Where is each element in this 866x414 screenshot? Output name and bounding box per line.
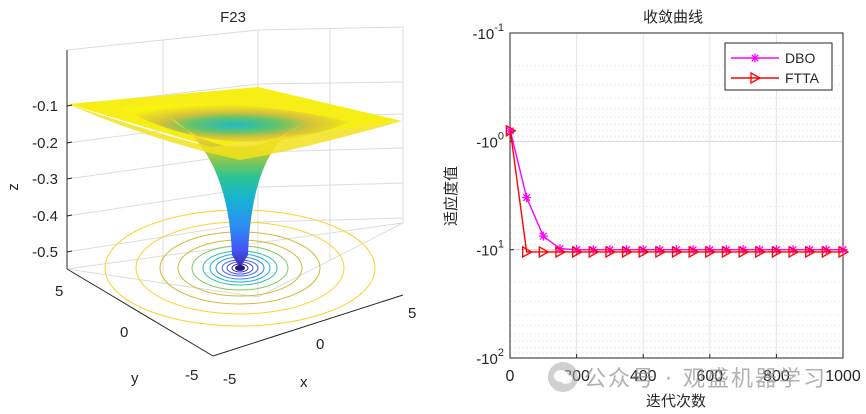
- ftta-point: [505, 124, 517, 137]
- surface-minimum: [235, 265, 245, 271]
- convergence-axes-box: [509, 32, 844, 359]
- ftta-point: [588, 245, 600, 259]
- dbo-point: [522, 193, 532, 203]
- y-tick-label: 0: [120, 324, 128, 341]
- y-tick-label: -101: [476, 239, 504, 260]
- ftta-point: [750, 71, 762, 85]
- z-tick-label: -0.3: [32, 171, 58, 188]
- z-tick-label: -0.2: [32, 135, 58, 152]
- legend-label: FTTA: [785, 70, 820, 86]
- ftta-point: [721, 245, 733, 259]
- z-tick-label: -0.1: [32, 98, 58, 115]
- ftta-point: [522, 245, 533, 259]
- surface-plot: F23: [5, 9, 416, 391]
- ftta-point: [555, 245, 567, 259]
- convergence-x-ticks: 0 200 400 600 800 1000: [506, 354, 861, 385]
- z-axis-label: z: [5, 183, 22, 191]
- y-axis-label: y: [131, 370, 139, 387]
- convergence-title: 收敛曲线: [643, 8, 703, 26]
- surface-funnel: [170, 118, 300, 268]
- surface-rim-shade: [120, 103, 350, 142]
- series-line-dbo: [509, 130, 843, 251]
- x-tick-label: 5: [408, 305, 416, 322]
- dbo-point: [750, 53, 760, 63]
- z-tick-mark: [66, 177, 73, 180]
- y-tick-label: -10-1: [473, 22, 504, 43]
- x-tick-label: 1000: [825, 368, 861, 385]
- surface-mesh: [68, 87, 402, 271]
- convergence-plot: 收敛曲线 0 200 400 600 800 1000 -10-1 -100 -101 -102…: [442, 8, 861, 410]
- x-tick-label: 0: [316, 336, 324, 353]
- x-tick-label: 200: [563, 368, 590, 385]
- legend-box: [724, 42, 833, 91]
- dbo-point: [538, 231, 548, 241]
- z-tick-mark: [66, 104, 73, 107]
- ftta-point: [771, 245, 783, 259]
- ftta-point: [738, 245, 750, 259]
- convergence-y-label: 适应度值: [442, 166, 460, 226]
- z-axis-ticks: -0.1 -0.2 -0.3 -0.4 -0.5: [32, 98, 73, 261]
- x-tick-label: 0: [506, 368, 515, 385]
- ftta-point: [638, 245, 650, 259]
- convergence-y-ticks: -10-1 -100 -101 -102: [473, 22, 514, 368]
- ftta-point: [821, 245, 833, 259]
- axes-front-edges: [66, 50, 404, 357]
- ftta-point: [605, 245, 617, 259]
- y-tick-label: -5: [185, 367, 198, 384]
- surface-front-lip: [68, 104, 402, 160]
- legend: DBO FTTA: [724, 42, 833, 91]
- ftta-point: [621, 245, 633, 259]
- x-tick-label: 400: [630, 368, 657, 385]
- ftta-point: [788, 245, 800, 259]
- x-tick-label: 600: [696, 368, 723, 385]
- ftta-point: [755, 245, 767, 259]
- y-tick-label: -102: [476, 347, 504, 368]
- ftta-point: [671, 245, 683, 259]
- legend-label: DBO: [785, 50, 815, 66]
- ftta-point: [571, 245, 583, 259]
- z-tick-mark: [66, 141, 73, 144]
- z-tick-label: -0.4: [32, 208, 58, 225]
- ftta-point: [705, 245, 717, 259]
- convergence-series: [505, 124, 850, 259]
- ftta-point: [838, 245, 850, 259]
- surface-title: F23: [220, 9, 246, 26]
- ftta-point: [688, 245, 700, 259]
- x-axis-label: x: [300, 374, 308, 391]
- z-tick-label: -0.5: [32, 244, 58, 261]
- convergence-x-label: 迭代次数: [646, 392, 706, 409]
- x-tick-label: 800: [763, 368, 790, 385]
- x-tick-label: -5: [223, 371, 236, 388]
- ftta-point: [655, 245, 667, 259]
- y-tick-label: -100: [476, 130, 504, 151]
- z-tick-mark: [66, 214, 73, 217]
- y-tick-label: 5: [55, 283, 63, 300]
- ftta-point: [805, 245, 817, 259]
- z-tick-mark: [66, 250, 73, 253]
- ftta-point: [538, 245, 550, 259]
- series-line-ftta: [509, 130, 843, 253]
